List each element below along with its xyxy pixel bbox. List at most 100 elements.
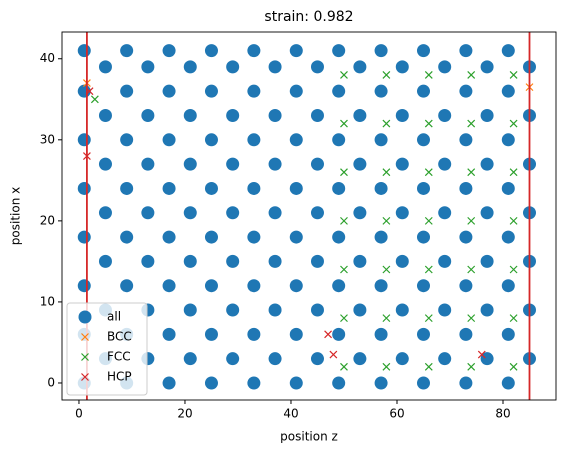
point: [141, 254, 155, 268]
point: [268, 157, 282, 171]
cross: [90, 95, 99, 104]
point: [374, 84, 388, 98]
cross: [509, 216, 518, 225]
point: [162, 84, 176, 98]
cross: [467, 168, 476, 177]
legend-label: FCC: [107, 350, 131, 364]
legend-marker: [81, 333, 89, 341]
point: [480, 303, 494, 317]
point: [204, 376, 218, 390]
point: [98, 108, 112, 122]
point: [332, 181, 346, 195]
point: [374, 133, 388, 147]
point: [416, 84, 430, 98]
point: [501, 181, 515, 195]
point: [247, 376, 261, 390]
point: [310, 303, 324, 317]
point: [204, 133, 218, 147]
point: [120, 181, 134, 195]
point: [416, 279, 430, 293]
plot-area: [77, 32, 536, 400]
cross: [477, 350, 486, 359]
point: [204, 181, 218, 195]
cross: [382, 71, 391, 79]
point: [77, 133, 91, 147]
legend-box: [66, 302, 148, 396]
point: [501, 376, 515, 390]
point: [289, 279, 303, 293]
cross: [509, 168, 518, 177]
point: [226, 108, 240, 122]
legend-label: HCP: [107, 370, 132, 384]
cross: [382, 265, 391, 274]
cross: [509, 314, 518, 323]
point: [289, 84, 303, 98]
point: [98, 157, 112, 171]
point: [438, 303, 452, 317]
legend-label: BCC: [107, 330, 132, 344]
cross: [382, 362, 391, 371]
point: [395, 352, 409, 366]
point: [247, 44, 261, 58]
point: [353, 303, 367, 317]
point: [459, 44, 473, 58]
point: [310, 157, 324, 171]
point: [332, 327, 346, 341]
point: [353, 254, 367, 268]
point: [480, 206, 494, 220]
point: [459, 230, 473, 244]
y-tick-label: 10: [40, 294, 55, 308]
point: [247, 230, 261, 244]
y-tick-label: 0: [47, 375, 55, 389]
cross: [509, 362, 518, 371]
cross: [467, 362, 476, 371]
point: [438, 206, 452, 220]
point: [77, 181, 91, 195]
point: [204, 279, 218, 293]
point: [289, 181, 303, 195]
point: [183, 352, 197, 366]
point: [268, 352, 282, 366]
point: [459, 181, 473, 195]
legend-marker: [81, 373, 89, 381]
x-tick-label: 20: [177, 407, 192, 421]
y-axis-label: position x: [9, 187, 23, 245]
point: [438, 108, 452, 122]
cross: [340, 314, 348, 323]
point: [332, 84, 346, 98]
point: [226, 60, 240, 74]
point: [183, 60, 197, 74]
point: [374, 279, 388, 293]
cross: [324, 330, 333, 339]
point: [438, 352, 452, 366]
point: [459, 327, 473, 341]
point: [501, 84, 515, 98]
cross: [467, 314, 476, 323]
cross: [509, 71, 518, 79]
point: [120, 279, 134, 293]
point: [98, 254, 112, 268]
point: [247, 133, 261, 147]
point: [416, 327, 430, 341]
point: [162, 376, 176, 390]
cross: [382, 314, 391, 323]
point: [480, 254, 494, 268]
point: [289, 44, 303, 58]
axes-frame: [61, 31, 557, 401]
point: [289, 327, 303, 341]
x-tick-label: 40: [283, 407, 298, 421]
point: [438, 157, 452, 171]
point: [204, 230, 218, 244]
point: [310, 108, 324, 122]
point: [416, 376, 430, 390]
cross: [424, 216, 433, 225]
x-tick-label: 0: [75, 407, 83, 421]
point: [183, 108, 197, 122]
legend-label: all: [107, 310, 121, 324]
chart-title: strain: 0.982: [264, 9, 353, 25]
point: [374, 44, 388, 58]
point: [332, 44, 346, 58]
point: [247, 181, 261, 195]
cross: [424, 119, 433, 128]
